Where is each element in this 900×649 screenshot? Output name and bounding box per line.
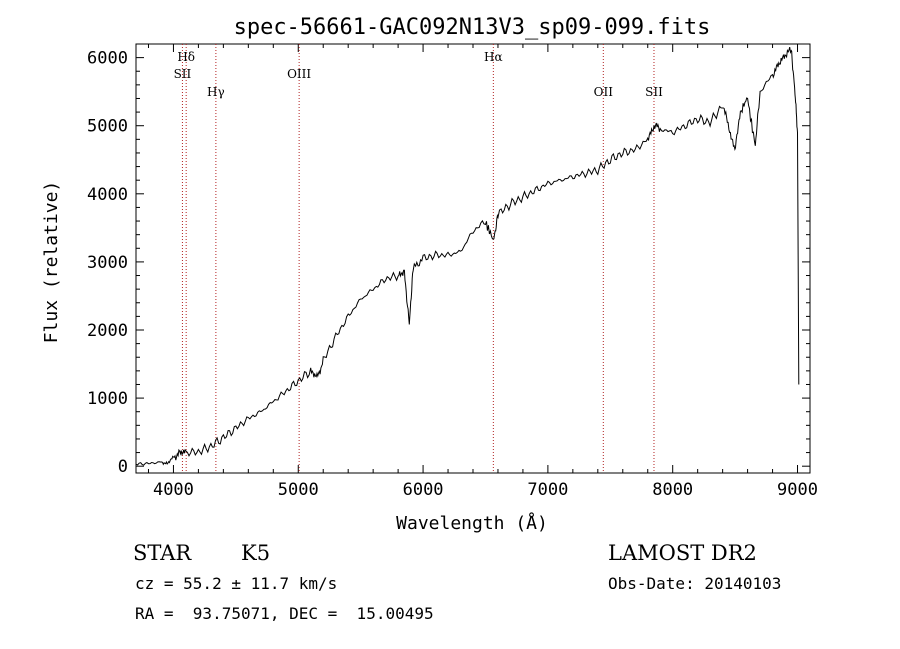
y-tick-label: 3000 [87,253,128,273]
survey-name: LAMOST DR2 [608,541,757,565]
spectral-line-label: OIII [287,67,311,81]
y-tick-label: 0 [118,457,128,477]
object-class: STAR [133,541,192,565]
chart-title: spec-56661-GAC092N13V3_sp09-099.fits [234,15,711,40]
axis-ticks: 4000 5000 6000 7000 8000 9000 0 1000 2000 3000 400… [87,44,818,500]
x-tick-label: 8000 [652,480,693,500]
y-tick-label: 2000 [87,321,128,341]
x-tick-label: 5000 [278,480,319,500]
spectral-line-label: Hδ [177,50,195,64]
y-tick-label: 4000 [87,185,128,205]
spectral-line-label: Hα [484,50,503,64]
plot-frame [135,43,811,474]
observation-date: Obs-Date: 20140103 [608,574,782,593]
spectrum-line [135,46,800,466]
x-tick-label: 7000 [527,480,568,500]
spectral-line-markers: Hδ SII Hγ OIII Hα OII SII [174,44,663,473]
spectral-line-label: OII [594,85,614,99]
y-tick-label: 6000 [87,49,128,69]
plot-area: 4000 5000 6000 7000 8000 9000 0 1000 2000 3000 400… [87,43,818,500]
object-subclass: K5 [241,541,271,565]
x-axis-label: Wavelength (Å) [396,512,548,534]
spectral-line-label: SII [645,85,663,99]
coordinates: RA = 93.75071, DEC = 15.00495 [135,604,434,623]
x-tick-label: 6000 [403,480,444,500]
spectral-line-label: Hγ [207,85,225,99]
y-axis-label: Flux (relative) [41,181,62,344]
x-tick-label: 4000 [153,480,194,500]
y-tick-label: 1000 [87,389,128,409]
y-tick-label: 5000 [87,117,128,137]
x-tick-label: 9000 [777,480,818,500]
spectral-line-label: SII [174,67,192,81]
redshift-velocity: cz = 55.2 ± 11.7 km/s [135,574,338,593]
